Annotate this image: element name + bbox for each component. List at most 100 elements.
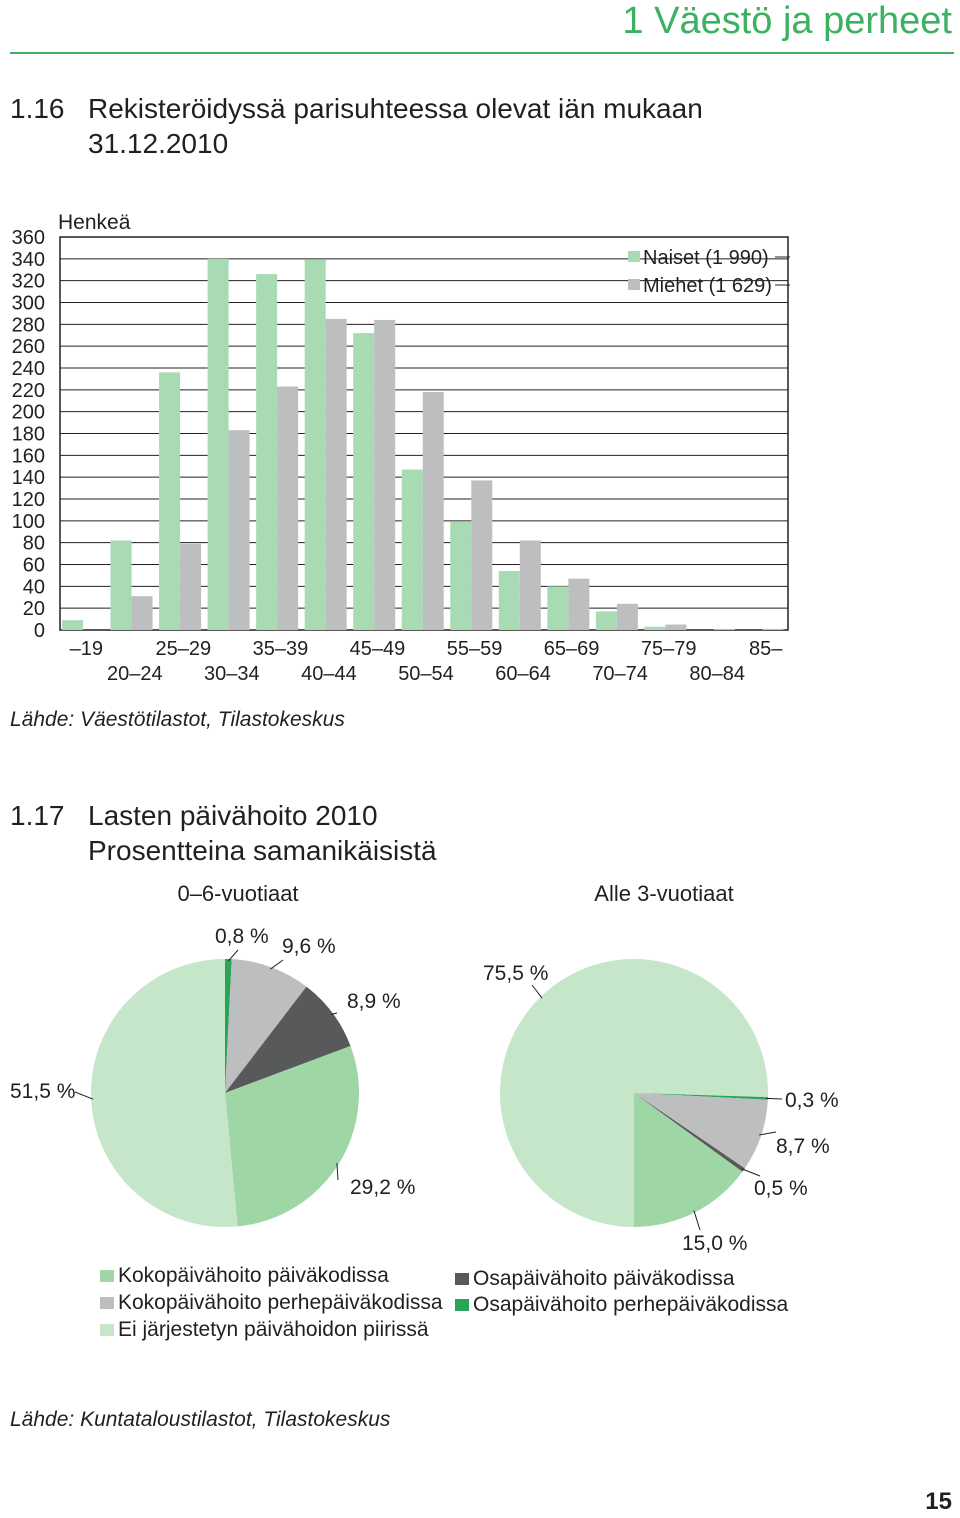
bar-men — [762, 628, 784, 630]
y-tick-label: 0 — [34, 620, 45, 642]
bar-men — [713, 628, 735, 630]
bar-men — [131, 596, 153, 630]
y-tick-label: 160 — [12, 445, 45, 467]
legend-label: Ei järjestetyn päivähoidon piirissä — [118, 1318, 429, 1341]
bar-men — [665, 624, 687, 630]
age-bar-chart: Henkeä0204060801001201401601802002202402… — [12, 211, 790, 685]
bar-men — [277, 386, 299, 630]
x-tick-label: 45–49 — [350, 638, 406, 660]
bar-men — [471, 480, 493, 630]
bar-men — [180, 543, 202, 630]
pie-data-label: 0,3 % — [785, 1089, 839, 1112]
legend-label: Osapäivähoito perhepäiväkodissa — [473, 1293, 789, 1316]
y-tick-label: 240 — [12, 358, 45, 380]
pie-data-label: 9,6 % — [282, 935, 336, 958]
legend-label-men: Miehet (1 629) — [643, 275, 772, 297]
y-tick-label: 280 — [12, 314, 45, 336]
y-tick-label: 300 — [12, 293, 45, 315]
pie-data-label: 8,7 % — [776, 1135, 830, 1158]
x-tick-label: 30–34 — [204, 663, 260, 685]
pie-leader — [531, 984, 543, 999]
bar-women — [644, 626, 666, 630]
x-tick-label: –19 — [70, 638, 103, 660]
pie-leader — [693, 1210, 701, 1231]
y-tick-label: 40 — [23, 576, 45, 598]
figure2-source: Lähde: Kuntataloustilastot, Tilastokesku… — [10, 1408, 391, 1431]
bar-men — [616, 603, 638, 630]
y-tick-label: 100 — [12, 511, 45, 533]
pie-slice — [225, 1046, 359, 1227]
y-tick-label: 260 — [12, 336, 45, 358]
pie-slice — [225, 959, 307, 1093]
pie-slice — [634, 1093, 745, 1172]
pie-leader — [74, 1091, 94, 1100]
y-tick-label: 220 — [12, 380, 45, 402]
bar-women — [547, 586, 569, 630]
legend-label: Kokopäivähoito päiväkodissa — [118, 1264, 389, 1287]
bar-men — [374, 319, 396, 630]
y-tick-label: 20 — [23, 598, 45, 620]
pie-slice — [634, 1093, 768, 1100]
legend-label-women: Naiset (1 990) — [643, 247, 769, 269]
figure1-title-line1: Rekisteröidyssä parisuhteessa olevat iän… — [88, 93, 703, 124]
pie-leader — [336, 1162, 339, 1181]
bar-women — [401, 469, 423, 630]
y-tick-label: 180 — [12, 424, 45, 446]
bar-women — [159, 372, 181, 630]
pie-leader — [270, 959, 284, 970]
pie-leader — [741, 1168, 761, 1177]
pie-slice — [499, 959, 768, 1227]
pie-data-label: 15,0 % — [682, 1232, 747, 1255]
legend-swatch — [455, 1299, 469, 1311]
pie-data-label: 0,5 % — [754, 1177, 808, 1200]
pie-data-label: 75,5 % — [483, 962, 548, 985]
pie-slice — [90, 959, 238, 1227]
bar-women — [353, 333, 375, 630]
x-tick-label: 40–44 — [301, 663, 357, 685]
legend-swatch-women — [628, 251, 640, 262]
figure2-title-line2: Prosentteina samanikäisistä — [88, 835, 437, 866]
bar-men — [519, 540, 541, 630]
bar-women — [450, 521, 472, 630]
chapter-divider — [10, 52, 954, 54]
chapter-title: 1 Väestö ja perheet — [622, 0, 952, 42]
x-tick-label: 25–29 — [156, 638, 212, 660]
bar-women — [62, 620, 83, 630]
page-number: 15 — [925, 1488, 952, 1515]
legend-swatch — [100, 1270, 114, 1282]
y-tick-label: 320 — [12, 271, 45, 293]
legend-label: Osapäivähoito päiväkodissa — [473, 1267, 735, 1290]
pie-data-label: 51,5 % — [10, 1080, 75, 1103]
figure2-title-line1: Lasten päivähoito 2010 — [88, 800, 378, 831]
figure2-number: 1.17 — [10, 800, 65, 831]
y-tick-label: 140 — [12, 467, 45, 489]
bar-men — [228, 430, 250, 630]
bar-women — [498, 571, 520, 630]
legend-swatch — [100, 1297, 114, 1309]
x-tick-label: 80–84 — [689, 663, 745, 685]
x-tick-label: 20–24 — [107, 663, 163, 685]
x-tick-label: 55–59 — [447, 638, 503, 660]
pie-leader — [759, 1131, 777, 1136]
x-tick-label: 35–39 — [253, 638, 309, 660]
bar-women — [595, 611, 617, 630]
pie-leader — [765, 1097, 783, 1100]
pie1-title: 0–6-vuotiaat — [177, 881, 298, 906]
x-tick-label: 70–74 — [592, 663, 648, 685]
pie-slice — [225, 986, 351, 1093]
x-tick-label: 85– — [749, 638, 783, 660]
daycare-pie-charts: 0–6-vuotiaat 0,8 % 9,6 % 8,9 % 29,2 % 51,5 % A… — [10, 881, 839, 1341]
pie-leader — [227, 949, 239, 962]
y-tick-label: 120 — [12, 489, 45, 511]
pie-leader — [330, 1012, 338, 1015]
legend-swatch-men — [628, 279, 640, 290]
x-tick-label: 60–64 — [495, 663, 551, 685]
y-tick-label: 60 — [23, 555, 45, 577]
figure1-source: Lähde: Väestötilastot, Tilastokeskus — [10, 708, 345, 731]
figure1-title: 1.16 Rekisteröidyssä parisuhteessa olevat… — [10, 91, 703, 161]
legend-swatch — [455, 1273, 469, 1285]
y-tick-label: 80 — [23, 533, 45, 555]
pie-data-label: 8,9 % — [347, 990, 401, 1013]
bar-women — [110, 540, 132, 630]
pie-data-label: 0,8 % — [215, 925, 269, 948]
